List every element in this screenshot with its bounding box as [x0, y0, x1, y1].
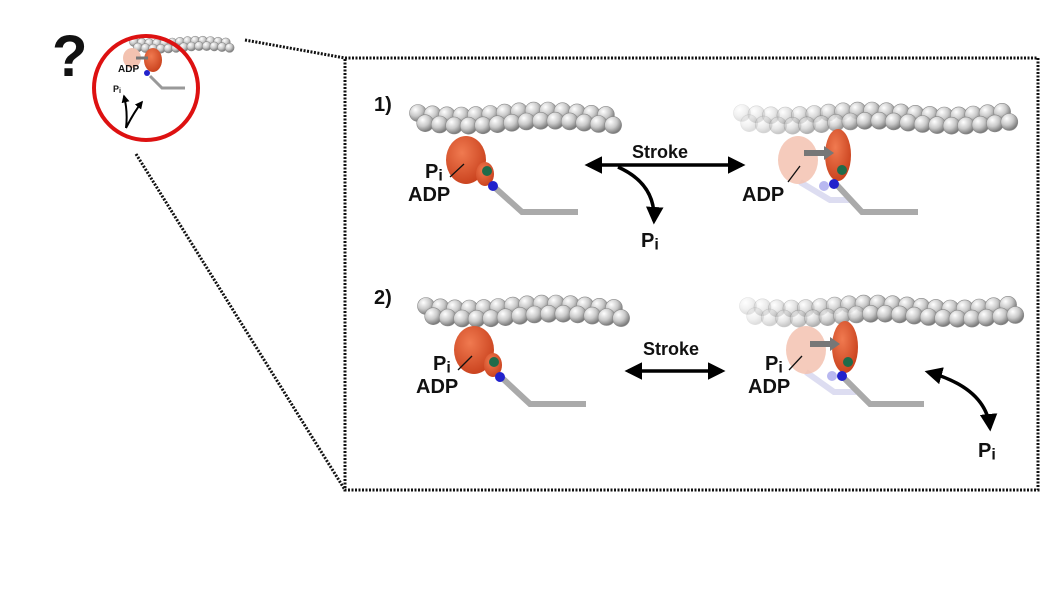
panel-2-left-blue-dot: [495, 372, 505, 382]
panel-1-stroke-label: Stroke: [632, 142, 688, 162]
panel-1-left-lever-arm: [489, 182, 578, 215]
overview-stroke-arrow: [125, 100, 143, 129]
overview-blue-dot: [144, 70, 150, 76]
zoom-line-bottom: [134, 153, 347, 491]
panel-2-right-actin: [739, 294, 1025, 328]
panel-2-right-lever-shadow: [804, 369, 856, 395]
actin-bead: [1006, 306, 1025, 324]
panel-1-left-blue-dot: [488, 181, 498, 191]
panel-1-right-gray-arrowhead: [824, 146, 834, 160]
panel-1-left-motor: Pi ADP: [408, 101, 622, 215]
panel-2-pi-release-arrow: [924, 367, 998, 432]
panel-1-left-actin: [409, 101, 622, 135]
panel-2-right-lever-arm: [839, 373, 924, 407]
zoom-line-top: [244, 38, 346, 60]
panel-2-stroke-label: Stroke: [643, 339, 699, 359]
panel-2-right-green-dot: [843, 357, 853, 367]
panel-2-released-pi-label: Pi: [978, 440, 996, 463]
panel-1-right-lever-shadow: [798, 179, 850, 203]
panel-2-left-green-dot: [489, 357, 499, 367]
panel-2-left-actin: [417, 294, 630, 328]
panel-1-right-green-dot: [837, 165, 847, 175]
panel-1-left-pointer: [449, 163, 465, 178]
panel-2-number: 2): [374, 287, 392, 309]
overview-pi-release-arrow: [121, 94, 130, 129]
overview-adp-label: ADP: [118, 64, 139, 75]
panel-2-left-lever-arm: [497, 373, 586, 407]
panel-1-right-actin: [733, 101, 1019, 135]
panel-2-right-gray-arrowhead: [830, 337, 840, 351]
actin-bead: [224, 42, 235, 53]
panel-1-right-blue-shadow: [819, 181, 829, 191]
overview-pi-label: Pi: [113, 84, 121, 95]
actin-bead: [1000, 113, 1019, 131]
panel-2-left-motor: Pi ADP: [416, 294, 630, 407]
panel-1-right-blue-dot: [829, 179, 839, 189]
question-mark: ?: [52, 24, 87, 89]
panel-1-pi-release-arrow: [617, 165, 664, 225]
actin-bead: [612, 309, 630, 327]
overview-myosin-shadow: [123, 48, 141, 68]
panel-1-left-pi-label: Pi: [425, 161, 443, 184]
panel-2-right-adp-label: ADP: [748, 376, 790, 398]
panel-2-right-blue-dot: [837, 371, 847, 381]
overview-myosin-head: [144, 48, 162, 72]
panel-1-left-adp-label: ADP: [408, 184, 450, 206]
panel-1-released-pi-label: Pi: [641, 230, 659, 253]
panel-1-left-green-dot: [482, 166, 492, 176]
panel-2-right-motor: Pi ADP: [739, 294, 1025, 407]
panel-2-left-myosin-head: [454, 326, 494, 374]
zoom-box: [343, 56, 1040, 492]
panel-1-right-lever-arm: [833, 181, 918, 215]
panel-2-left-adp-label: ADP: [416, 376, 458, 398]
panel-1-number: 1): [374, 94, 392, 116]
panel-2-left-pi-label: Pi: [433, 353, 451, 376]
panel-1-right-adp-label: ADP: [742, 184, 784, 206]
overview-cluster: ? ADP Pi: [52, 24, 235, 142]
overview-circle: [92, 34, 200, 142]
panel-1-right-motor: ADP: [733, 101, 1019, 215]
panel-2-right-pi-label: Pi: [765, 353, 783, 376]
panel-2-right-blue-shadow: [827, 371, 837, 381]
overview-lever-arm: [148, 74, 185, 90]
actin-bead: [604, 116, 622, 134]
panel-1-right-pointer: [787, 165, 801, 183]
panel-2-left-pointer: [457, 355, 473, 371]
panel-2-right-pointer: [788, 355, 803, 371]
panel-1-right-myosin-shadow: [778, 136, 818, 184]
